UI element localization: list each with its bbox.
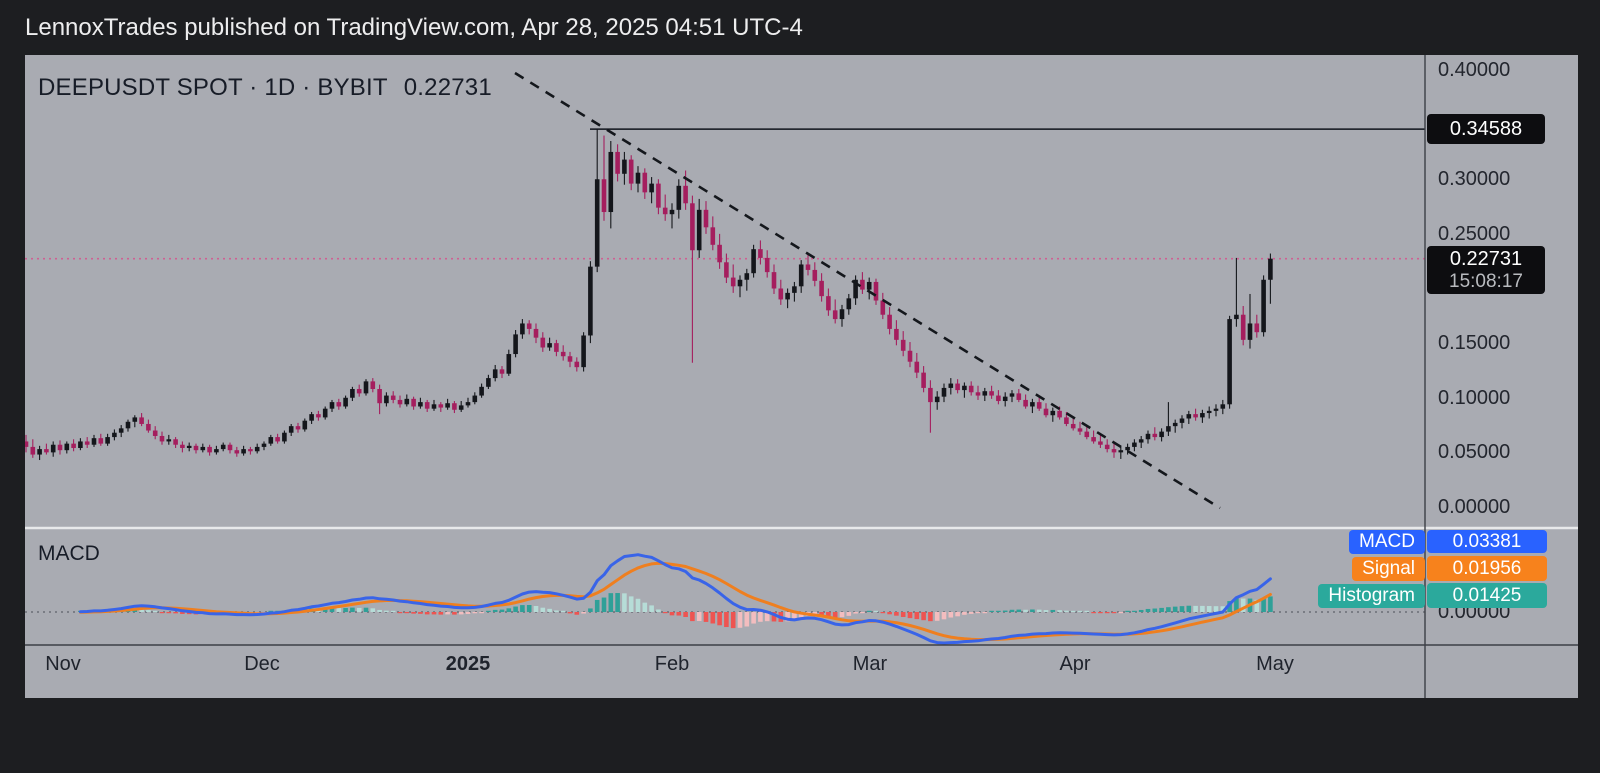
month-label-nov: Nov — [45, 653, 81, 675]
month-label-2025: 2025 — [445, 653, 491, 675]
macd-line-label: MACD — [1349, 530, 1425, 554]
signal-value-badge: 0.01956 — [1427, 556, 1547, 581]
month-label-may: May — [1256, 653, 1294, 675]
chart-canvas[interactable] — [25, 55, 1578, 698]
price-tick-label: 0.00000 — [1438, 496, 1511, 518]
histogram-label: Histogram — [1318, 584, 1425, 608]
histogram-value-badge: 0.01425 — [1427, 583, 1547, 608]
price-tick-label: 0.10000 — [1438, 386, 1511, 409]
price-tick-label: 0.15000 — [1438, 332, 1511, 355]
bar-countdown: 15:08:17 — [1449, 271, 1523, 292]
price-tick-label: 0.05000 — [1438, 441, 1511, 464]
symbol-last-price: 0.22731 — [403, 74, 492, 101]
attribution-text: LennoxTrades published on TradingView.co… — [25, 14, 803, 41]
price-tick-label: 0.25000 — [1438, 222, 1511, 245]
footer-bar: TradingView — [0, 698, 1600, 773]
macd-value-badge: 0.03381 — [1427, 530, 1547, 553]
price-tick-label: 0.30000 — [1438, 168, 1511, 191]
price-tick-label: 0.40000 — [1438, 59, 1511, 81]
last-price-value: 0.22731 — [1449, 248, 1523, 270]
chart-area[interactable]: DEEPUSDT SPOT · 1D · BYBIT 0.22731 MACD 0… — [25, 55, 1578, 698]
signal-line-label: Signal — [1352, 557, 1425, 581]
symbol-title: DEEPUSDT SPOT · 1D · BYBIT 0.22731 — [38, 74, 492, 102]
month-label-dec: Dec — [244, 653, 280, 675]
symbol-description: DEEPUSDT SPOT · 1D · BYBIT — [38, 74, 388, 101]
resistance-price-badge: 0.34588 — [1427, 114, 1545, 144]
last-price-badge: 0.22731 15:08:17 — [1427, 246, 1545, 294]
month-label-mar: Mar — [852, 653, 888, 675]
month-label-apr: Apr — [1059, 653, 1091, 675]
month-label-feb: Feb — [654, 653, 690, 675]
macd-pane-title: MACD — [38, 542, 100, 565]
